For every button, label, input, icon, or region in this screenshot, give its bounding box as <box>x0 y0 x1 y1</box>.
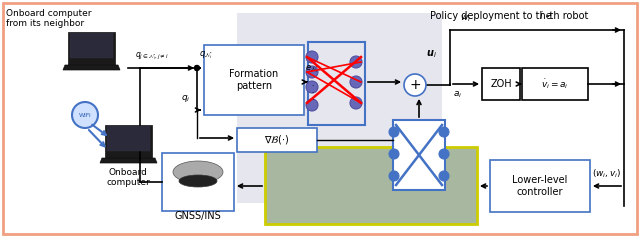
Circle shape <box>439 149 449 159</box>
Text: Onboard
computer: Onboard computer <box>106 168 150 187</box>
FancyBboxPatch shape <box>3 3 637 234</box>
FancyBboxPatch shape <box>522 68 588 100</box>
Text: WiFi: WiFi <box>79 113 92 118</box>
Text: Onboard computer: Onboard computer <box>6 9 92 18</box>
Text: $\nabla\mathcal{B}(\cdot)$: $\nabla\mathcal{B}(\cdot)$ <box>264 133 290 146</box>
Polygon shape <box>68 32 115 65</box>
Polygon shape <box>70 33 113 58</box>
Text: $q_i$: $q_i$ <box>180 93 190 104</box>
Circle shape <box>439 127 449 137</box>
Ellipse shape <box>179 175 217 187</box>
Circle shape <box>350 76 362 88</box>
Text: Policy deployment to the: Policy deployment to the <box>430 11 555 21</box>
Circle shape <box>350 56 362 68</box>
Text: $(w_i, v_i)$: $(w_i, v_i)$ <box>593 168 622 180</box>
Circle shape <box>306 81 318 93</box>
Circle shape <box>72 102 98 128</box>
Text: from its neighbor: from its neighbor <box>6 19 84 28</box>
Circle shape <box>306 99 318 111</box>
Circle shape <box>195 65 200 70</box>
Circle shape <box>306 51 318 63</box>
Text: i: i <box>540 11 543 21</box>
Polygon shape <box>63 65 120 70</box>
Polygon shape <box>100 158 157 163</box>
Text: $w_i$: $w_i$ <box>460 14 471 24</box>
FancyBboxPatch shape <box>237 128 317 152</box>
Circle shape <box>389 171 399 181</box>
Text: +: + <box>409 78 421 92</box>
Polygon shape <box>107 126 150 151</box>
Circle shape <box>439 171 449 181</box>
Circle shape <box>350 97 362 109</box>
Text: Lower-level
controller: Lower-level controller <box>512 175 568 197</box>
Circle shape <box>404 74 426 96</box>
FancyBboxPatch shape <box>490 160 590 212</box>
Ellipse shape <box>173 161 223 183</box>
Text: $q_{j\in\mathcal{N}_i, j\neq i}$: $q_{j\in\mathcal{N}_i, j\neq i}$ <box>135 51 169 62</box>
Text: GNSS/INS: GNSS/INS <box>175 211 221 221</box>
FancyBboxPatch shape <box>482 68 520 100</box>
Text: $\boldsymbol{u}_i$: $\boldsymbol{u}_i$ <box>426 48 437 60</box>
FancyBboxPatch shape <box>393 120 445 190</box>
FancyBboxPatch shape <box>265 147 477 224</box>
Circle shape <box>306 66 318 78</box>
FancyBboxPatch shape <box>237 13 442 203</box>
Text: ·
·
·: · · · <box>311 83 313 103</box>
Circle shape <box>389 127 399 137</box>
FancyBboxPatch shape <box>204 45 304 115</box>
Text: $\dot{v}_i = a_i$: $\dot{v}_i = a_i$ <box>541 77 569 91</box>
Polygon shape <box>105 125 152 158</box>
Text: $a_i$: $a_i$ <box>453 90 462 100</box>
Text: ZOH: ZOH <box>490 79 512 89</box>
FancyBboxPatch shape <box>162 153 234 211</box>
Text: -th robot: -th robot <box>546 11 588 21</box>
Text: $q_{\mathcal{N}_i}$: $q_{\mathcal{N}_i}$ <box>199 50 213 61</box>
Circle shape <box>389 149 399 159</box>
Text: $e_{\mathcal{N}_i}$: $e_{\mathcal{N}_i}$ <box>305 64 319 75</box>
Text: Formation
pattern: Formation pattern <box>229 69 278 91</box>
